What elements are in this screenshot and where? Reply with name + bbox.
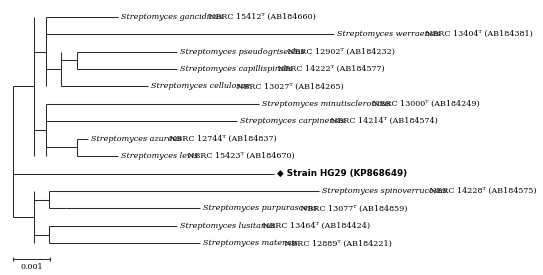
Text: NBRC 13404ᵀ (AB184381): NBRC 13404ᵀ (AB184381): [423, 30, 533, 38]
Text: NBRC 13077ᵀ (AB184859): NBRC 13077ᵀ (AB184859): [299, 205, 408, 213]
Text: NBRC 13027ᵀ (AB184265): NBRC 13027ᵀ (AB184265): [233, 82, 343, 90]
Text: Streptomyces pseudogriseolus: Streptomyces pseudogriseolus: [180, 48, 305, 56]
Text: NBRC 15412ᵀ (AB184660): NBRC 15412ᵀ (AB184660): [206, 13, 316, 21]
Text: NBRC 12744ᵀ (AB184837): NBRC 12744ᵀ (AB184837): [167, 135, 277, 143]
Text: NBRC 15423ᵀ (AB184670): NBRC 15423ᵀ (AB184670): [186, 152, 295, 160]
Text: NBRC 13464ᵀ (AB184424): NBRC 13464ᵀ (AB184424): [260, 222, 370, 230]
Text: NBRC 14222ᵀ (AB184577): NBRC 14222ᵀ (AB184577): [275, 65, 384, 73]
Text: Streptomyces werraensis: Streptomyces werraensis: [337, 30, 440, 38]
Text: NBRC 12902ᵀ (AB184232): NBRC 12902ᵀ (AB184232): [285, 48, 395, 56]
Text: Streptomyces lusitanus: Streptomyces lusitanus: [180, 222, 276, 230]
Text: NBRC 13000ᵀ (AB184249): NBRC 13000ᵀ (AB184249): [370, 100, 480, 108]
Text: Streptomyces cellulosae: Streptomyces cellulosae: [151, 82, 250, 90]
Text: Streptomyces gancidicus: Streptomyces gancidicus: [121, 13, 223, 21]
Text: NBRC 12889ᵀ (AB184221): NBRC 12889ᵀ (AB184221): [282, 239, 392, 247]
Text: NBRC 14214ᵀ (AB184574): NBRC 14214ᵀ (AB184574): [328, 117, 438, 125]
Text: ◆ Strain HG29 (KP868649): ◆ Strain HG29 (KP868649): [277, 169, 407, 178]
Text: NBRC 14228ᵀ (AB184575): NBRC 14228ᵀ (AB184575): [427, 187, 536, 195]
Text: 0.001: 0.001: [21, 263, 43, 271]
Text: Streptomyces purpurascens: Streptomyces purpurascens: [203, 205, 317, 213]
Text: Streptomyces matensis: Streptomyces matensis: [203, 239, 298, 247]
Text: Streptomyces minutiscleroticus: Streptomyces minutiscleroticus: [262, 100, 391, 108]
Text: Streptomyces carpinensis: Streptomyces carpinensis: [240, 117, 345, 125]
Text: Streptomyces capillispiralis: Streptomyces capillispiralis: [180, 65, 293, 73]
Text: Streptomyces levis: Streptomyces levis: [121, 152, 198, 160]
Text: Streptomyces azureus: Streptomyces azureus: [91, 135, 182, 143]
Text: Streptomyces spinoverrucosus: Streptomyces spinoverrucosus: [321, 187, 447, 195]
